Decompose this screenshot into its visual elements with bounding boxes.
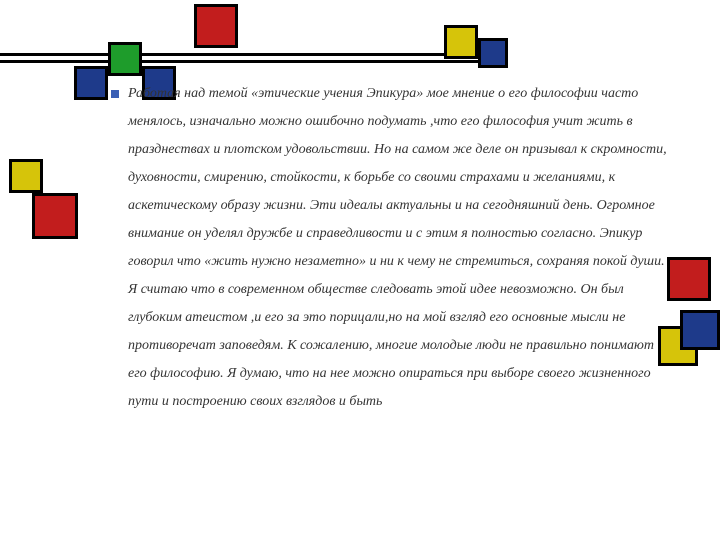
decor-square: [9, 159, 43, 193]
decor-square: [680, 310, 720, 350]
decor-square: [108, 42, 142, 76]
decor-square: [194, 4, 238, 48]
decor-square: [667, 257, 711, 301]
body-paragraph: Работая над темой «этические учения Эпик…: [128, 80, 672, 416]
decor-line-1: [0, 53, 505, 56]
decor-square: [74, 66, 108, 100]
decor-square: [478, 38, 508, 68]
decor-square: [444, 25, 478, 59]
bullet-icon: [111, 90, 119, 98]
decor-line-2: [0, 60, 505, 63]
decor-square: [32, 193, 78, 239]
slide-canvas: Работая над темой «этические учения Эпик…: [0, 0, 720, 540]
